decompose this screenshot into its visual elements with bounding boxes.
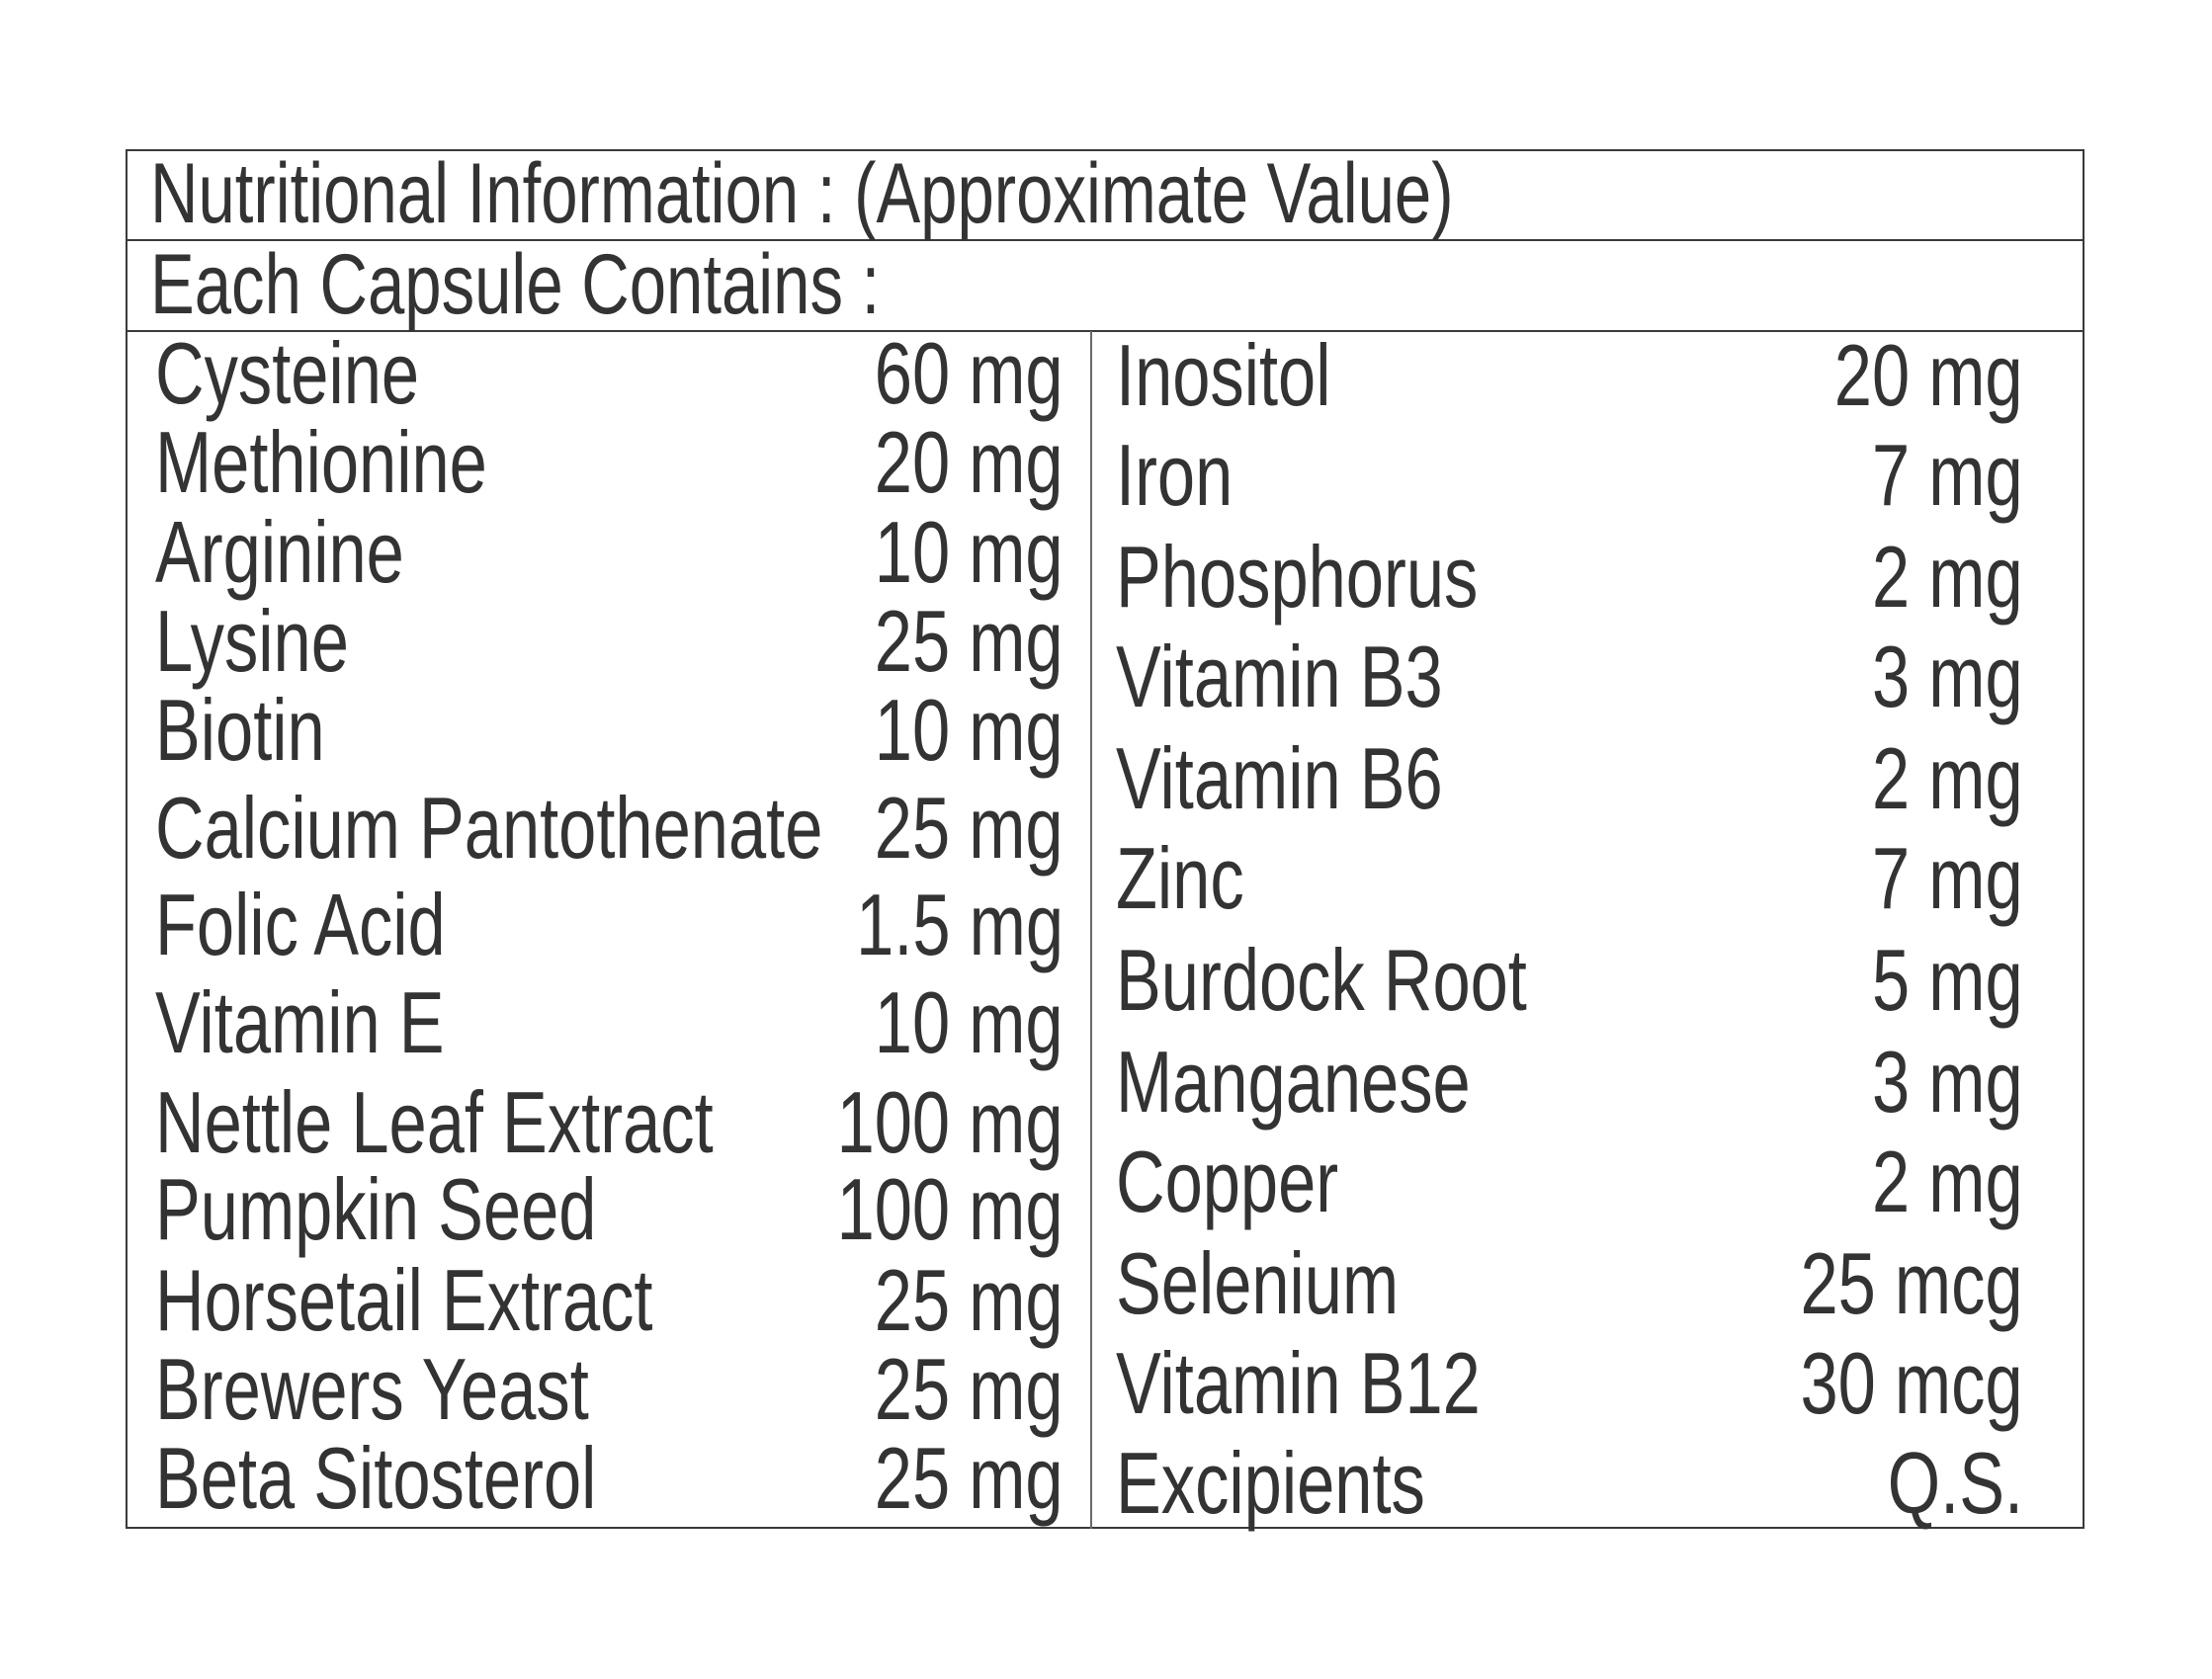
nutrient-amount: 2 mg <box>1872 1133 2023 1230</box>
nutrient-amount: 2 mg <box>1872 729 2023 827</box>
nutrient-amount: 7 mg <box>1872 829 2023 927</box>
nutrient-name: Beta Sitosterol <box>155 1429 597 1527</box>
nutrient-name: Iron <box>1116 426 1234 524</box>
nutrient-amount: 25 mg <box>875 592 1063 690</box>
nutrient-amount: 25 mg <box>875 779 1063 877</box>
nutrient-name: Inositol <box>1116 326 1331 424</box>
nutrient-name: Vitamin B3 <box>1116 628 1443 725</box>
nutrient-amount: 25 mg <box>875 1429 1063 1527</box>
nutrient-amount: 3 mg <box>1872 1033 2023 1131</box>
nutrient-amount: 10 mg <box>875 503 1063 601</box>
column-divider <box>1090 331 1092 1529</box>
nutrient-name: Burdock Root <box>1116 931 1527 1029</box>
nutrient-name: Zinc <box>1116 829 1244 927</box>
subheader-divider <box>126 330 2084 332</box>
nutrient-name: Lysine <box>155 592 349 690</box>
nutrient-amount: 7 mg <box>1872 426 2023 524</box>
nutrient-name: Selenium <box>1116 1234 1400 1332</box>
nutrient-name: Calcium Pantothenate <box>155 779 823 877</box>
nutrient-amount: 100 mg <box>837 1073 1063 1171</box>
nutrient-name: Brewers Yeast <box>155 1340 589 1438</box>
nutrient-name: Excipients <box>1116 1434 1425 1532</box>
nutrient-name: Methionine <box>155 413 487 511</box>
nutrient-amount: 3 mg <box>1872 628 2023 725</box>
nutrient-amount: Q.S. <box>1887 1434 2023 1532</box>
nutrient-name: Pumpkin Seed <box>155 1160 597 1258</box>
nutrient-amount: 10 mg <box>875 681 1063 779</box>
nutrient-amount: 60 mg <box>875 324 1063 422</box>
nutrient-name: Folic Acid <box>155 876 446 973</box>
nutrient-name: Biotin <box>155 681 325 779</box>
nutrient-amount: 25 mg <box>875 1251 1063 1349</box>
nutrient-amount: 100 mg <box>837 1160 1063 1258</box>
nutrient-amount: 5 mg <box>1872 931 2023 1029</box>
nutrient-name: Cysteine <box>155 324 420 422</box>
nutrient-amount: 30 mcg <box>1800 1334 2023 1432</box>
nutrient-amount: 1.5 mg <box>856 876 1063 973</box>
nutrient-name: Arginine <box>155 503 404 601</box>
table-subtitle: Each Capsule Contains : <box>150 237 881 332</box>
nutrient-amount: 10 mg <box>875 973 1063 1071</box>
nutrient-amount: 2 mg <box>1872 528 2023 626</box>
nutrient-name: Horsetail Extract <box>155 1251 653 1349</box>
nutrition-table <box>126 149 2084 1529</box>
nutrient-name: Manganese <box>1116 1033 1471 1131</box>
nutrient-amount: 20 mg <box>875 413 1063 511</box>
nutrient-amount: 20 mg <box>1834 326 2023 424</box>
nutrient-name: Vitamin E <box>155 973 445 1071</box>
nutrient-name: Vitamin B6 <box>1116 729 1443 827</box>
nutrient-name: Vitamin B12 <box>1116 1334 1481 1432</box>
header-divider <box>126 239 2084 241</box>
nutrient-name: Phosphorus <box>1116 528 1479 626</box>
nutrient-amount: 25 mg <box>875 1340 1063 1438</box>
nutrient-name: Copper <box>1116 1133 1339 1230</box>
nutrient-amount: 25 mcg <box>1800 1234 2023 1332</box>
table-title: Nutritional Information : (Approximate V… <box>150 146 1454 241</box>
nutrient-name: Nettle Leaf Extract <box>155 1073 714 1171</box>
